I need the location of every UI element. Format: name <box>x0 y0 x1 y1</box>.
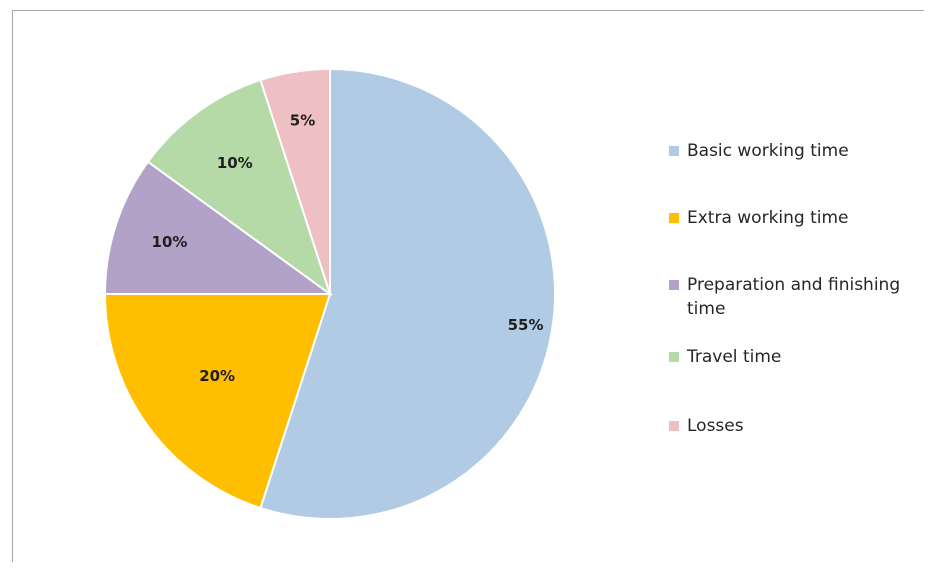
pie-labels: 55% 20% 10% 10% 5% <box>152 112 544 385</box>
pie-slice-extra-working-time <box>103 293 332 510</box>
data-label-basic-working-time: 55% <box>508 316 544 334</box>
legend-swatch <box>669 421 679 431</box>
data-label-travel-time: 10% <box>217 154 253 172</box>
legend-label: Preparation and finishing time <box>687 275 901 319</box>
legend-label: Travel time <box>687 347 782 367</box>
chart-frame: 55% 20% 10% 10% 5% Basic working time Extra … <box>12 10 924 562</box>
legend-label: Basic working time <box>687 141 849 161</box>
legend-item-losses: Losses <box>669 414 932 438</box>
legend-swatch <box>669 280 679 290</box>
legend-label: Losses <box>687 416 744 436</box>
legend-item-preparation-and-finishing-time: Preparation and finishing time <box>669 273 932 321</box>
data-label-extra-working-time: 20% <box>199 367 235 385</box>
legend-swatch <box>669 146 679 156</box>
data-label-preparation-and-finishing-time: 10% <box>152 233 188 251</box>
pie-slice-preparation-and-finishing-time <box>103 160 334 295</box>
legend-label: Extra working time <box>687 208 849 228</box>
legend-swatch <box>669 352 679 362</box>
legend-item-basic-working-time: Basic working time <box>669 139 932 163</box>
pie-slices <box>103 67 556 520</box>
pie-slice-travel-time <box>146 78 332 297</box>
pie-chart: 55% 20% 10% 10% 5% <box>103 67 556 520</box>
legend-item-extra-working-time: Extra working time <box>669 206 932 230</box>
pie-slice-basic-working-time <box>259 67 556 520</box>
legend-item-travel-time: Travel time <box>669 345 932 369</box>
data-label-losses: 5% <box>290 112 315 130</box>
pie-slice-losses <box>259 67 331 295</box>
legend-swatch <box>669 213 679 223</box>
